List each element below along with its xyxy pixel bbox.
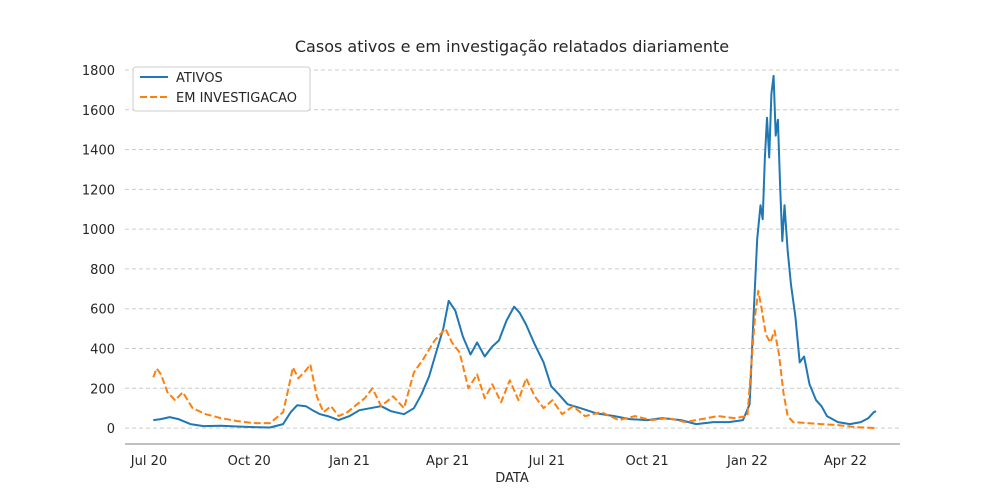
y-tick-label: 1600 bbox=[82, 104, 115, 119]
x-tick-label: Apr 21 bbox=[426, 454, 469, 469]
y-tick-label: 1400 bbox=[82, 144, 115, 159]
series-layer bbox=[152, 74, 877, 430]
y-tick-label: 1800 bbox=[82, 64, 115, 79]
x-tick-label: Apr 22 bbox=[824, 454, 867, 469]
x-tick-label: Jul 20 bbox=[130, 454, 167, 469]
legend-label-em-investigacao: EM INVESTIGACAO bbox=[176, 91, 297, 106]
chart-title: Casos ativos e em investigação relatados… bbox=[295, 37, 729, 56]
series-line-em-investigacao bbox=[152, 289, 877, 430]
y-tick-label: 1000 bbox=[82, 223, 115, 238]
x-axis-ticks: Jul 20 Oct 20 Jan 21 Apr 21 Jul 21 Oct 21 Jan … bbox=[130, 454, 867, 469]
y-tick-label: 800 bbox=[90, 263, 115, 278]
x-tick-label: Jan 21 bbox=[328, 454, 370, 469]
x-axis-label: DATA bbox=[495, 471, 529, 486]
series-line-ativos bbox=[153, 74, 877, 429]
x-tick-label: Oct 20 bbox=[228, 454, 271, 469]
gridlines bbox=[125, 69, 900, 429]
x-tick-label: Oct 21 bbox=[626, 454, 669, 469]
y-tick-label: 400 bbox=[90, 343, 115, 358]
legend-box bbox=[132, 66, 311, 112]
y-tick-label: 200 bbox=[90, 382, 115, 397]
y-tick-label: 1200 bbox=[82, 183, 115, 198]
y-tick-label: 0 bbox=[107, 422, 115, 437]
y-tick-label: 600 bbox=[90, 303, 115, 318]
x-tick-label: Jan 22 bbox=[726, 454, 768, 469]
legend: ATIVOS EM INVESTIGACAO bbox=[132, 66, 311, 112]
legend-label-ativos: ATIVOS bbox=[176, 71, 223, 86]
x-tick-label: Jul 21 bbox=[528, 454, 565, 469]
y-axis-ticks: 0 200 400 600 800 1000 1200 1400 1600 1800 bbox=[82, 64, 115, 437]
